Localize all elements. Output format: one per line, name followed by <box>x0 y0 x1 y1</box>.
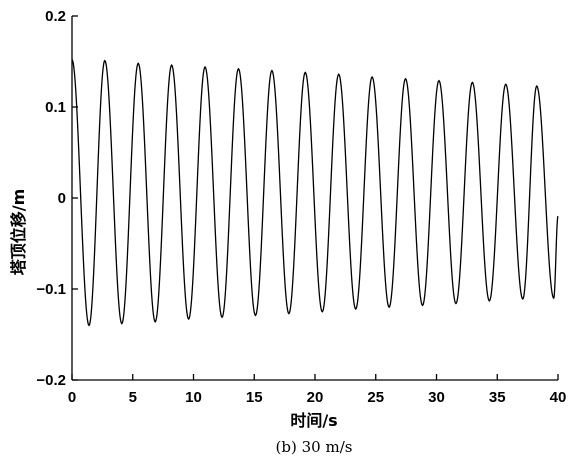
x-tick-label: 25 <box>367 389 384 406</box>
x-axis-label: 时间/s <box>290 411 337 430</box>
figure-caption: (b) 30 m/s <box>276 438 353 456</box>
x-tick-label: 10 <box>185 389 202 406</box>
y-tick-label: 0.1 <box>45 99 66 116</box>
y-axis-label: 塔顶位移/m <box>9 189 28 276</box>
y-tick-label: 0 <box>58 190 66 207</box>
x-tick-label: 40 <box>550 389 567 406</box>
y-tick-label: 0.2 <box>45 8 66 25</box>
y-tick-label: −0.2 <box>36 372 66 389</box>
x-tick-label: 15 <box>246 389 263 406</box>
y-tick-label: −0.1 <box>36 281 66 298</box>
x-tick-label: 35 <box>489 389 506 406</box>
y-axis-ticks: −0.2 −0.1 0 0.1 0.2 <box>36 8 78 389</box>
x-tick-label: 30 <box>428 389 445 406</box>
x-axis-ticks: 0 5 10 15 20 25 30 35 40 <box>68 374 567 406</box>
plot-frame <box>71 16 558 381</box>
displacement-series-line <box>71 59 559 327</box>
x-tick-label: 0 <box>68 389 76 406</box>
x-tick-label: 20 <box>307 389 324 406</box>
x-tick-label: 5 <box>129 389 137 406</box>
